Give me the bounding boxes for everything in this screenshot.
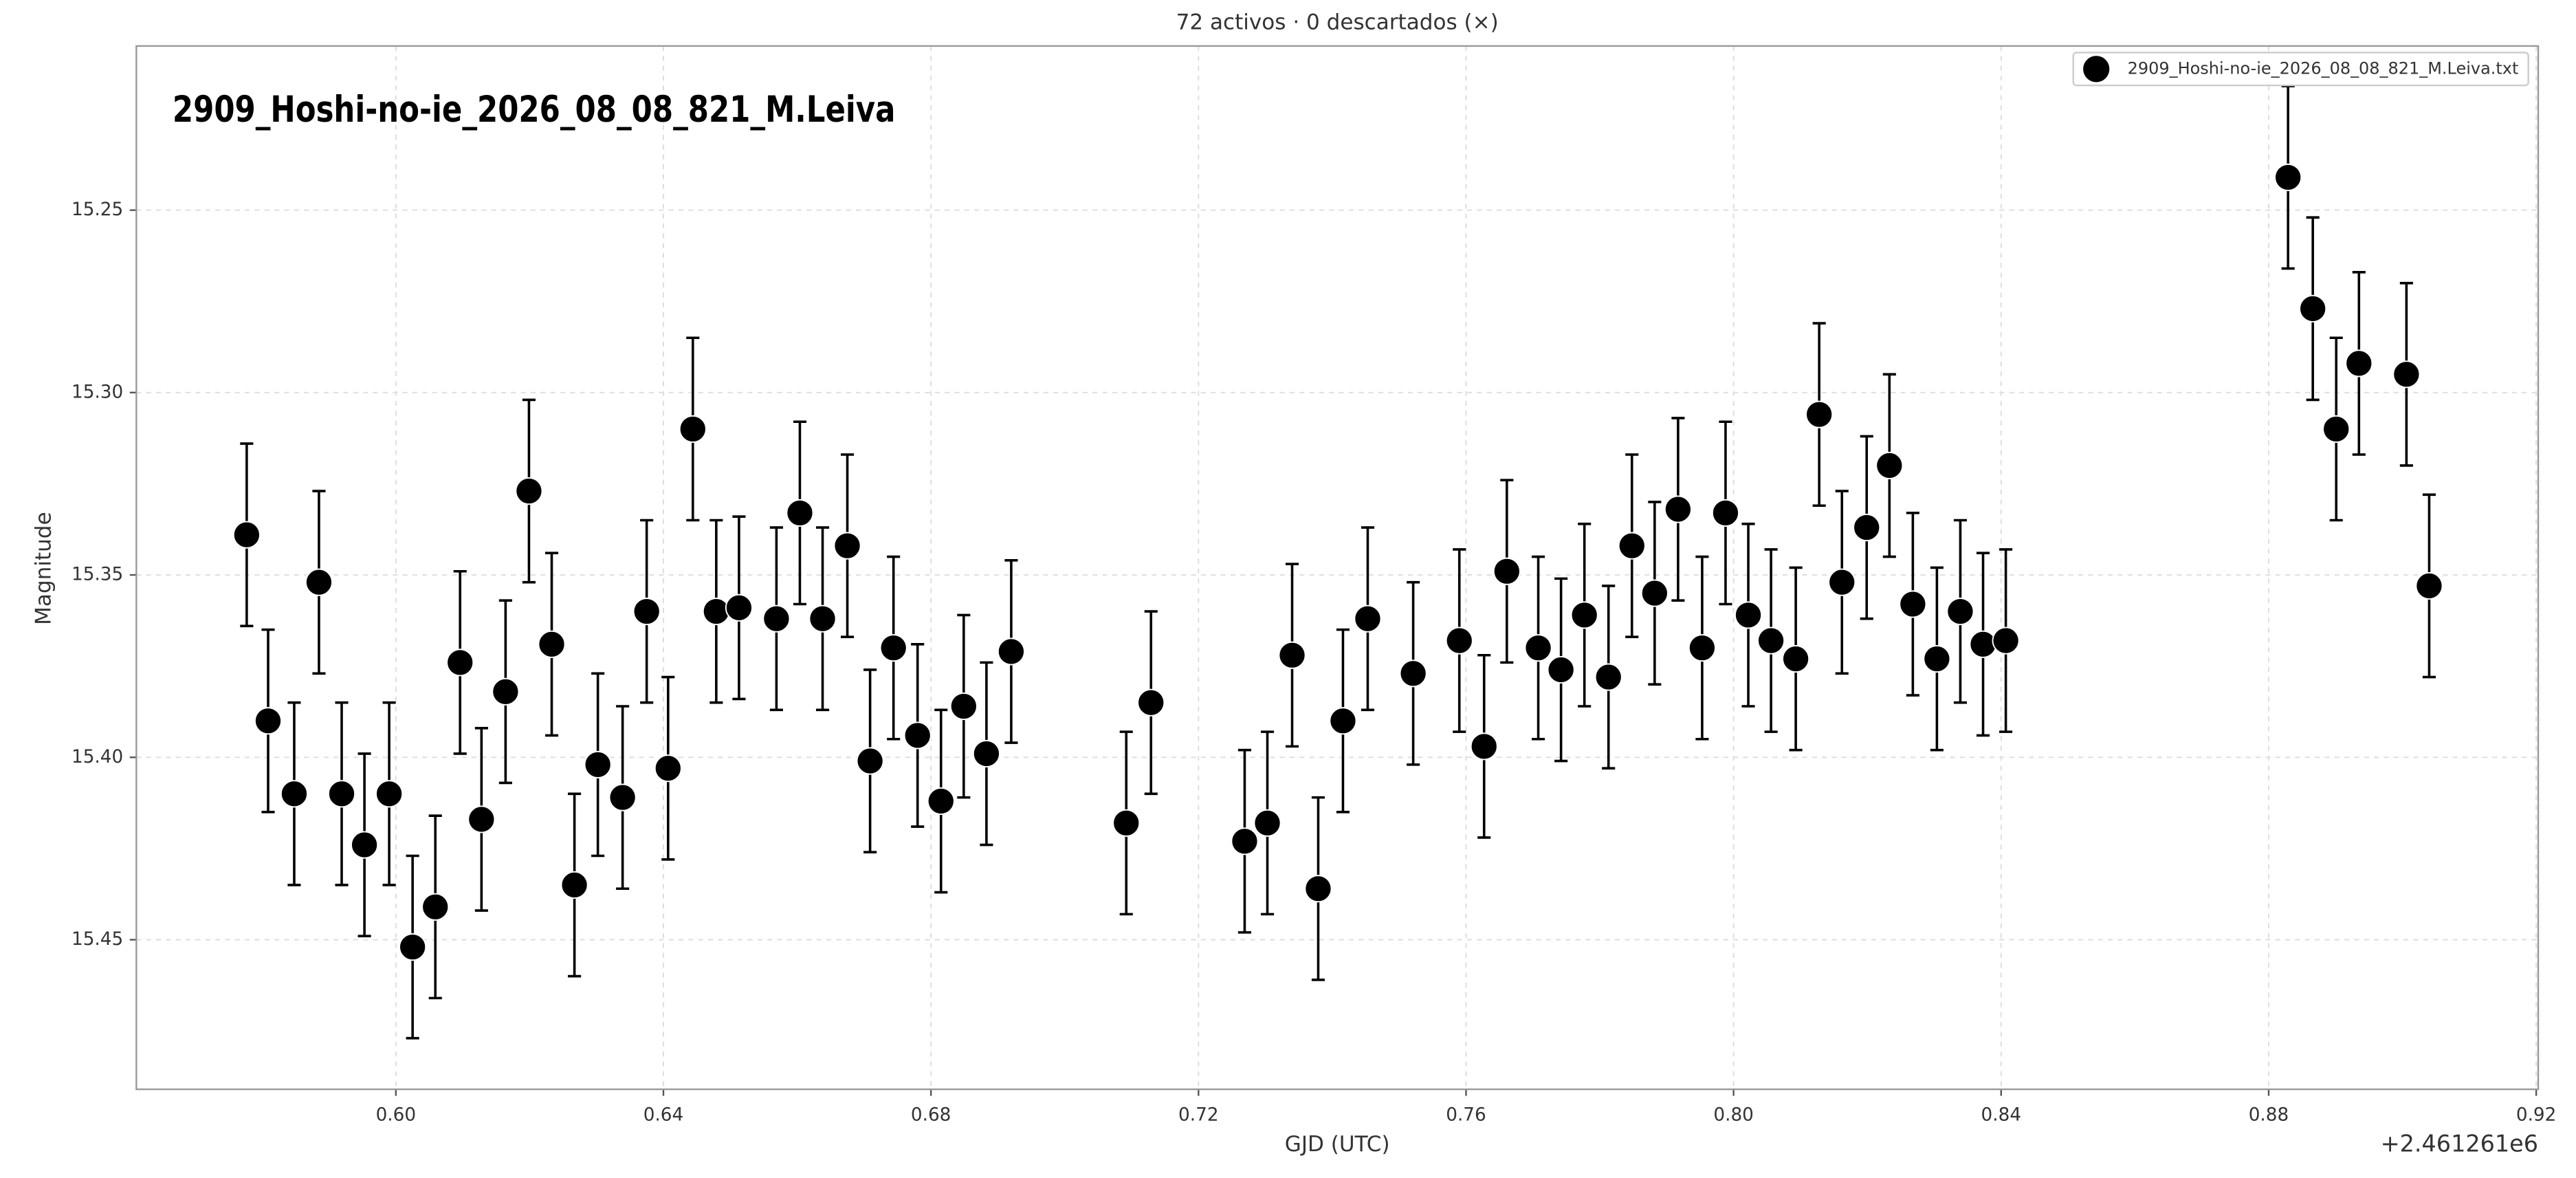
data-point [351, 831, 379, 859]
data-point [421, 893, 450, 921]
data-point [1278, 641, 1306, 669]
data-point [1853, 514, 1881, 542]
data-point [1782, 644, 1810, 673]
x-tick-label: 0.64 [643, 1105, 683, 1126]
legend-label: 2909_Hoshi-no-ie_2026_08_08_821_M.Leiva.… [2128, 58, 2519, 78]
data-point [997, 637, 1025, 666]
data-point [1493, 557, 1521, 585]
data-point [2415, 571, 2443, 600]
data-point [702, 598, 730, 626]
legend-marker [2083, 56, 2110, 83]
data-point [375, 780, 404, 808]
data-point [654, 754, 682, 783]
y-tick-label: 15.25 [71, 199, 123, 220]
data-point [1757, 626, 1785, 655]
x-tick-label: 0.92 [2516, 1105, 2556, 1126]
data-point [927, 787, 955, 815]
y-tick-label: 15.40 [71, 747, 123, 767]
data-point [833, 532, 861, 560]
data-point [584, 750, 612, 778]
y-tick-label: 15.45 [71, 929, 123, 950]
data-point [2392, 360, 2421, 389]
chart-title: 72 activos · 0 descartados (×) [1176, 10, 1499, 34]
data-point [1640, 579, 1669, 607]
data-point [1570, 601, 1598, 629]
data-point [1399, 659, 1427, 688]
x-tick-label: 0.68 [911, 1105, 951, 1126]
data-point [1112, 809, 1141, 837]
data-point [762, 604, 791, 633]
data-point [725, 593, 753, 622]
x-tick-label: 0.80 [1713, 1105, 1753, 1126]
data-point [1618, 532, 1646, 560]
y-axis-label: Magnitude [32, 512, 56, 624]
data-point [1594, 663, 1622, 691]
data-point [1304, 875, 1332, 903]
data-point [1137, 688, 1165, 717]
data-point [2274, 163, 2302, 191]
data-point [1923, 644, 1951, 673]
data-point [856, 747, 884, 775]
data-point [515, 477, 543, 505]
data-point [1875, 451, 1904, 479]
data-point [808, 604, 837, 633]
data-point [232, 521, 261, 549]
data-point [1805, 400, 1834, 428]
data-point [1711, 499, 1740, 527]
x-offset-label: +2.461261e6 [2381, 1131, 2538, 1157]
plot-frame [135, 45, 2540, 1091]
data-point [2345, 349, 2373, 378]
data-point [492, 677, 520, 706]
data-point [786, 499, 814, 527]
data-point [1664, 495, 1692, 523]
data-point [1946, 598, 1974, 626]
y-tick-label: 15.35 [71, 565, 123, 585]
data-point [1524, 634, 1552, 662]
data-point [327, 780, 356, 808]
data-point [305, 568, 333, 596]
data-point [446, 648, 474, 677]
data-point [1253, 809, 1281, 837]
x-axis-label: GJD (UTC) [1285, 1132, 1390, 1157]
x-tick-label: 0.72 [1178, 1105, 1218, 1126]
y-tick-label: 15.30 [71, 382, 123, 402]
data-point [1329, 707, 1357, 735]
x-tick-label: 0.60 [376, 1105, 416, 1126]
data-point [972, 739, 1000, 768]
data-point [679, 415, 707, 443]
data-point [1547, 655, 1575, 684]
data-point [2299, 294, 2327, 323]
data-point [1899, 590, 1927, 618]
data-point [608, 783, 637, 811]
data-point [1470, 732, 1498, 761]
data-point [1734, 601, 1763, 629]
data-point [1231, 827, 1259, 855]
data-point [254, 707, 283, 735]
data-point [1969, 630, 1997, 658]
data-point [1828, 568, 1856, 596]
data-point [560, 871, 588, 899]
data-point [949, 692, 978, 721]
data-point [280, 780, 309, 808]
x-tick-label: 0.88 [2249, 1105, 2289, 1126]
data-point [399, 933, 427, 961]
data-point [903, 721, 932, 750]
data-point [1445, 626, 1473, 655]
data-point [538, 630, 566, 658]
data-point [467, 805, 496, 833]
data-point [1992, 626, 2020, 655]
data-point [1354, 604, 1382, 633]
data-point [879, 634, 907, 662]
data-point [1688, 634, 1716, 662]
x-tick-label: 0.84 [1981, 1105, 2021, 1126]
annotation: 2909_Hoshi-no-ie_2026_08_08_821_M.Leiva [173, 89, 895, 131]
x-tick-label: 0.76 [1446, 1105, 1486, 1126]
data-point [632, 598, 661, 626]
data-point [2322, 415, 2351, 443]
legend-box [2072, 52, 2529, 87]
